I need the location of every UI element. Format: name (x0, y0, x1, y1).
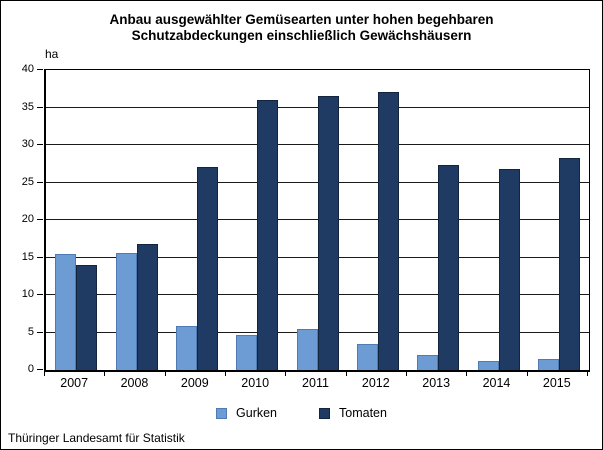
legend: Gurken Tomaten (1, 406, 602, 420)
x-tick-label: 2008 (120, 376, 149, 390)
y-tick-mark (37, 181, 43, 183)
bar-tomaten-2011 (317, 96, 339, 370)
bar-gurken-2009 (175, 326, 197, 370)
y-tick-mark (37, 331, 43, 333)
chart-title: Anbau ausgewählter Gemüsearten unter hoh… (1, 12, 602, 44)
bar-gurken-2008 (115, 253, 137, 370)
y-tick-mark (37, 256, 43, 258)
x-tick-label: 2014 (482, 376, 511, 390)
bar-tomaten-2008 (136, 244, 158, 370)
x-tick-label: 2011 (302, 376, 329, 390)
x-tick-label: 2012 (361, 376, 390, 390)
source-note: Thüringer Landesamt für Statistik (8, 431, 185, 445)
x-tick-label: 2015 (542, 376, 571, 390)
legend-label-gurken: Gurken (236, 406, 278, 420)
plot-area (44, 69, 590, 372)
y-tick-label: 10 (21, 288, 34, 300)
legend-label-tomaten: Tomaten (339, 406, 387, 420)
chart-title-line2: Schutzabdeckungen einschließlich Gewächs… (131, 28, 472, 43)
legend-item-gurken: Gurken (216, 406, 277, 420)
bar-tomaten-2007 (76, 265, 98, 370)
y-tick-label: 20 (21, 213, 34, 225)
x-tick-mark (406, 371, 407, 376)
x-tick-mark (104, 371, 105, 376)
bar-tomaten-2015 (558, 158, 580, 370)
y-axis-unit-label: ha (45, 47, 59, 61)
x-tick-mark (466, 371, 467, 376)
x-tick-mark (285, 371, 286, 376)
y-tick-mark (37, 219, 43, 220)
y-tick-label: 30 (21, 138, 34, 150)
bar-tomaten-2010 (257, 100, 279, 370)
bar-gurken-2015 (537, 359, 559, 370)
x-tick-mark (44, 371, 45, 376)
bar-tomaten-2013 (438, 165, 460, 370)
y-tick-mark (37, 106, 43, 108)
bar-gurken-2014 (477, 361, 499, 370)
x-tick-mark (527, 371, 528, 376)
bar-gurken-2012 (356, 344, 378, 370)
y-tick-label: 35 (21, 100, 34, 113)
chart-title-line1: Anbau ausgewählter Gemüsearten unter hoh… (109, 12, 494, 27)
y-tick-mark (37, 144, 43, 145)
x-tick-mark (587, 371, 588, 376)
x-tick-mark (225, 371, 226, 376)
x-tick-label: 2013 (422, 376, 451, 390)
bar-gurken-2011 (296, 329, 318, 370)
x-tick-label: 2009 (180, 376, 209, 390)
x-tick-label: 2010 (241, 376, 270, 390)
bar-tomaten-2012 (377, 92, 399, 370)
y-tick-mark (37, 369, 43, 370)
y-tick-label: 5 (27, 325, 34, 338)
x-tick-mark (165, 371, 166, 376)
legend-swatch-gurken (216, 407, 228, 419)
y-tick-label: 25 (21, 175, 34, 188)
bar-gurken-2013 (417, 355, 439, 370)
bar-tomaten-2009 (196, 167, 218, 370)
bar-gurken-2007 (55, 254, 77, 370)
x-tick-label: 2007 (60, 376, 89, 390)
y-tick-label: 40 (21, 63, 34, 75)
legend-swatch-tomaten (319, 407, 331, 419)
bar-gurken-2010 (236, 335, 258, 370)
x-tick-mark (346, 371, 347, 376)
y-tick-mark (37, 69, 43, 70)
y-tick-mark (37, 294, 43, 295)
y-tick-label: 15 (21, 250, 34, 263)
legend-item-tomaten: Tomaten (319, 406, 387, 420)
bar-tomaten-2014 (498, 169, 520, 370)
y-tick-label: 0 (27, 363, 34, 375)
